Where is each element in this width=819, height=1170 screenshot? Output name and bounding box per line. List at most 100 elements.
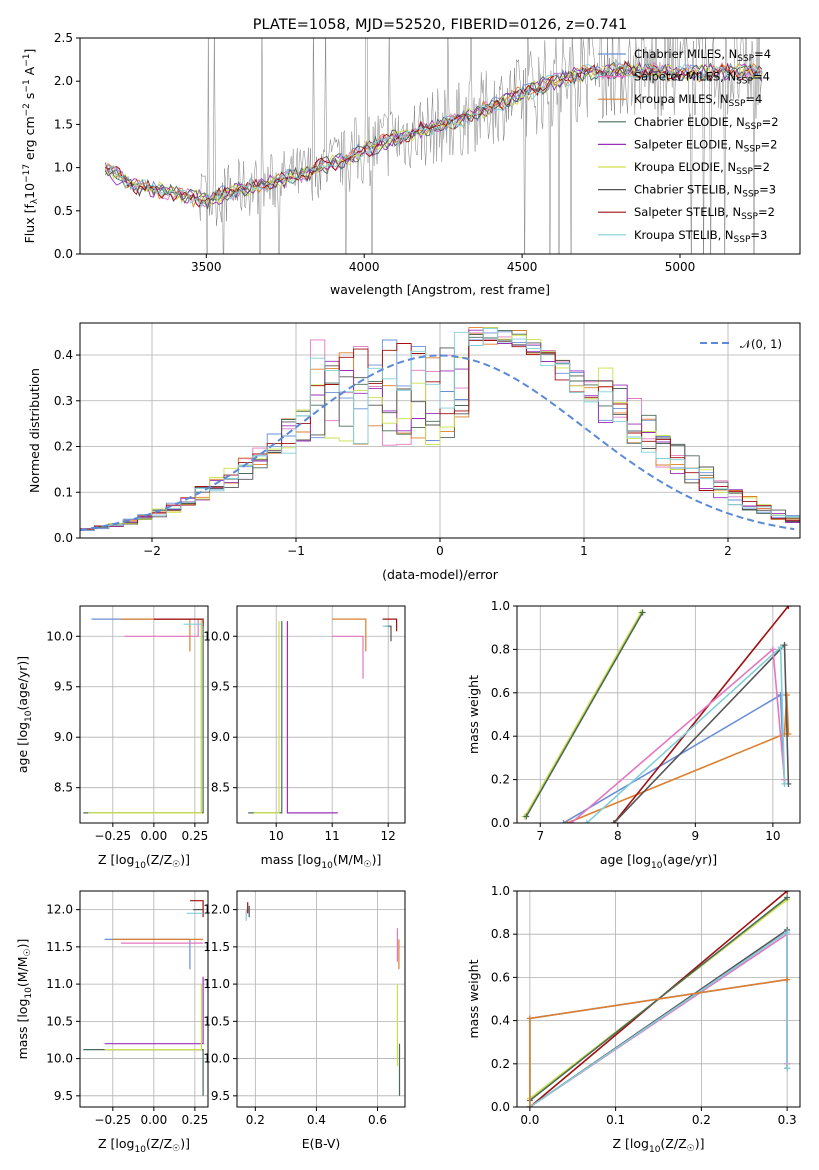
weight-marker-salpeter_stelib [785, 606, 792, 609]
weight-marker-chabrier_stelib [610, 820, 617, 823]
mass-vs-Z-ytick-label: 10.0 [46, 1052, 73, 1066]
spectrum-ytick-label: 1.0 [54, 161, 73, 175]
age-vs-mass-ytick-label: 8.5 [211, 781, 230, 795]
legend-label-kroupa_elodie: Kroupa ELODIE, NSSP=2 [634, 160, 770, 177]
weightZ-marker-kroupa_miles [526, 1015, 533, 1022]
massweight-vs-age: 7 8 9 10 0.0 0.2 0.4 0.6 0.8 1.0 age [log10(age/yr… [466, 599, 801, 871]
mass-vs-Z-plot [83, 900, 204, 1096]
residuals-ylabel: Normed distribution [27, 368, 42, 493]
spectrum-ytick-label: 2.0 [54, 74, 73, 88]
massweight-vs-age-xtick-label: 8 [614, 829, 622, 843]
residuals-ytick-label: 0.0 [54, 531, 73, 545]
residuals-ytick-label: 0.3 [54, 394, 73, 408]
mass-vs-ebv-grid [237, 891, 405, 1107]
massweight-vs-Z-ytick-label: 0.4 [491, 1014, 510, 1028]
residuals-ytick-label: 0.2 [54, 440, 73, 454]
weightZ-line-kroupa_stelib [529, 930, 788, 1107]
age-vs-Z-ytick-label: 8.5 [54, 781, 73, 795]
param-line-chabrier_elodie [83, 621, 204, 814]
age-vs-Z-ylabel: age [log10(age/yr)] [15, 656, 34, 773]
param-line-salpeter_stelib [382, 618, 398, 632]
mass-vs-Z-ytick-label: 11.0 [46, 977, 73, 991]
param-line-chabrier_miles [91, 618, 202, 813]
spectrum-ytick-label: 2.5 [54, 31, 73, 45]
mass-vs-Z-xlabel: Z [log10(Z/Z☉)] [98, 1136, 190, 1155]
param-line-salpeter_miles [332, 635, 364, 679]
age-vs-Z-grid [80, 606, 208, 823]
weight-marker-kroupa_stelib [583, 820, 590, 823]
massweight-vs-age-xtick-label: 10 [765, 829, 780, 843]
mass-vs-Z-ytick-label: 11.5 [46, 940, 73, 954]
hist-salpeter_stelib [80, 339, 800, 533]
massweight-vs-Z-ytick-label: 0.2 [491, 1057, 510, 1071]
spectrum-xtick-label: 3500 [191, 260, 222, 274]
massweight-vs-Z: 0.0 0.1 0.2 0.3 0.0 0.2 0.4 0.6 0.8 1.0 Z [log10(Z… [466, 884, 801, 1155]
mass-vs-Z: −0.25 0.00 0.25 9.5 10.0 10.5 11.0 11.5 12.0 Z [l… [15, 890, 209, 1155]
weight-line-chabrier_miles [563, 693, 786, 823]
param-line-kroupa_elodie [88, 619, 202, 814]
massweight-vs-Z-ytick-label: 1.0 [491, 884, 510, 898]
age-vs-Z-ytick-label: 10.0 [46, 629, 73, 643]
param-line-kroupa_miles [332, 618, 367, 652]
residuals-plot [80, 327, 800, 533]
legend-label-kroupa_stelib: Kroupa STELIB, NSSP=3 [634, 228, 767, 245]
weight-marker-kroupa_miles [564, 820, 571, 823]
spectrum-model-kroupa_elodie [104, 62, 763, 206]
mass-vs-ebv-ytick-label: 11.0 [203, 977, 230, 991]
age-vs-mass-ytick-label: 10.0 [203, 629, 230, 643]
mass-vs-ebv-ytick-label: 10.0 [203, 1052, 230, 1066]
spectrum-ylabel: Flux [fλ10−17 erg cm−2 s−1 A−1] [22, 49, 40, 244]
mass-vs-Z-ylabel: mass [log10(M/M☉)] [15, 939, 34, 1060]
param-line-kroupa_miles [121, 618, 191, 652]
mass-vs-ebv-xtick-label: 0.6 [368, 1113, 387, 1127]
param-line-chabrier_elodie [248, 621, 283, 814]
param-line-salpeter_miles [124, 619, 199, 637]
weightZ-marker-kroupa_stelib [784, 1065, 791, 1072]
spectrum-ytick-label: 0.0 [54, 247, 73, 261]
spectrum-xlabel: wavelength [Angstrom, rest frame] [330, 282, 550, 297]
spectrum-legend: Chabrier MILES, NSSP=4 Salpeter MILES, NS… [598, 47, 779, 245]
massweight-vs-age-ytick-label: 0.8 [491, 642, 510, 656]
mass-vs-Z-ytick-label: 12.0 [46, 903, 73, 917]
spectrum-plot [104, 38, 763, 254]
param-line-chabrier_miles [104, 938, 191, 970]
age-vs-mass-xtick-label: 11 [325, 829, 340, 843]
weightZ-marker-kroupa_miles [526, 1104, 533, 1107]
spectrum-model-salpeter_stelib [105, 60, 763, 208]
weight-marker-salpeter_miles [769, 646, 776, 653]
spectrum-ytick-label: 0.5 [54, 204, 73, 218]
normal-curve [80, 354, 795, 531]
spectrum-frame [79, 37, 801, 255]
massweight-vs-Z-xtick-label: 0.0 [520, 1113, 539, 1127]
weight-marker-chabrier_elodie [639, 609, 646, 616]
massweight-vs-age-ytick-label: 0.0 [491, 816, 510, 830]
weightZ-marker-salpeter_stelib [784, 891, 791, 894]
residuals-xtick-label: −1 [287, 544, 305, 558]
age-vs-mass-frame [236, 605, 406, 824]
weight-marker-kroupa_miles [783, 691, 790, 698]
param-line-salpeter_elodie [104, 976, 204, 1045]
weightZ-line-kroupa_miles [529, 978, 788, 1107]
massweight-vs-age-ytick-label: 1.0 [491, 599, 510, 613]
legend-label-salpeter_elodie: Salpeter ELODIE, NSSP=2 [634, 137, 777, 154]
spectrum-xtick-label: 4000 [349, 260, 380, 274]
residuals-ytick-label: 0.4 [54, 348, 73, 362]
mass-vs-ebv-plot [245, 902, 401, 1096]
residuals-ytick-label: 0.1 [54, 485, 73, 499]
age-vs-mass-plot [248, 618, 398, 814]
mass-vs-Z-frame [79, 890, 209, 1108]
legend-label-chabrier_stelib: Chabrier STELIB, NSSP=3 [634, 183, 776, 200]
age-vs-Z: −0.25 0.00 0.25 8.5 9.0 9.5 10.0 Z [log10(Z/Z☉)… [15, 605, 209, 871]
weight-marker-chabrier_stelib [781, 642, 788, 649]
massweight-vs-age-frame [516, 605, 801, 824]
legend-label-salpeter_miles: Salpeter MILES, NSSP=4 [634, 70, 770, 87]
massweight-vs-Z-xtick-label: 0.3 [778, 1113, 797, 1127]
residuals-xtick-label: 0 [436, 544, 444, 558]
mass-vs-ebv-xtick-label: 0.4 [307, 1113, 326, 1127]
weight-marker-chabrier_elodie [523, 813, 530, 820]
param-line-kroupa_elodie [253, 621, 280, 814]
massweight-vs-age-ytick-label: 0.6 [491, 686, 510, 700]
mass-vs-ebv-ytick-label: 12.0 [203, 903, 230, 917]
mass-vs-Z-grid [80, 891, 208, 1107]
